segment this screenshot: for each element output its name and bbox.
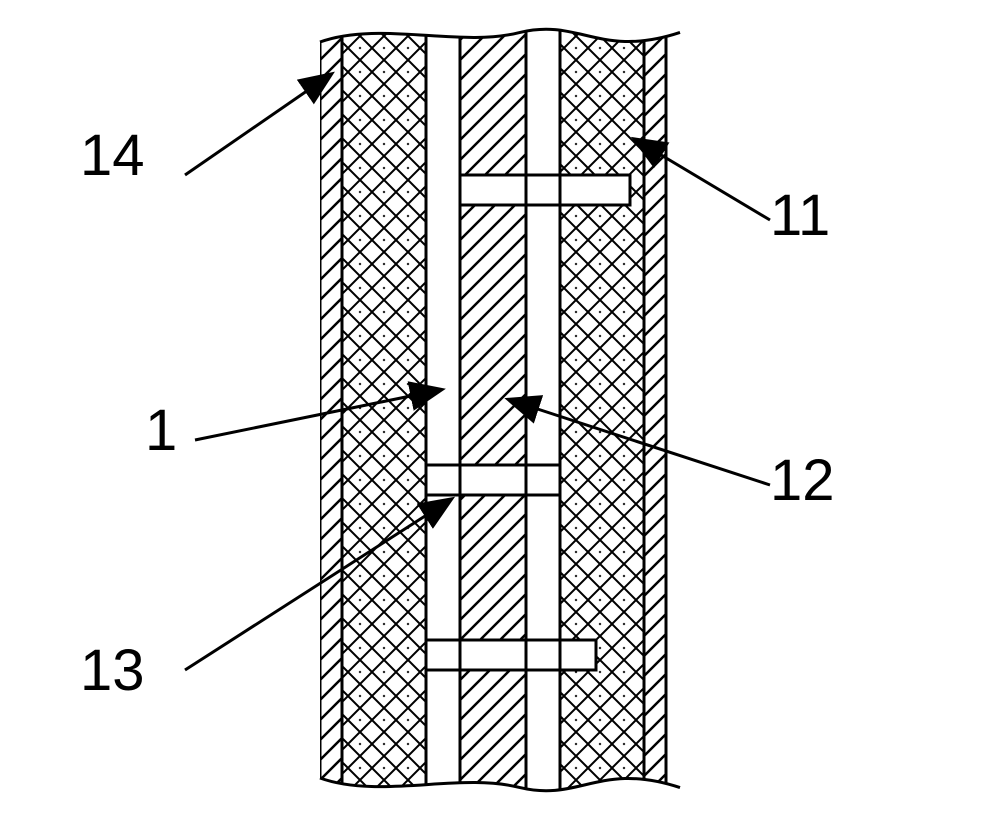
label-13: 13 <box>80 638 145 703</box>
leader-line-14 <box>185 75 330 175</box>
label-1: 1 <box>145 398 177 463</box>
layer-gap_left <box>426 0 460 821</box>
diagram-container: 141111213 <box>0 0 1000 821</box>
layer-core <box>460 0 526 821</box>
crossbar-2 <box>426 640 596 670</box>
label-11: 11 <box>770 183 830 248</box>
crossbar-0 <box>460 175 630 205</box>
layer-outer_shell_right <box>644 0 666 821</box>
layer-crosshatch_right <box>560 0 644 821</box>
crossbar-1 <box>426 465 560 495</box>
cross-section-diagram: 141111213 <box>0 0 1000 821</box>
layer-crosshatch_left <box>342 0 426 821</box>
label-12: 12 <box>770 448 835 513</box>
label-14: 14 <box>80 123 145 188</box>
